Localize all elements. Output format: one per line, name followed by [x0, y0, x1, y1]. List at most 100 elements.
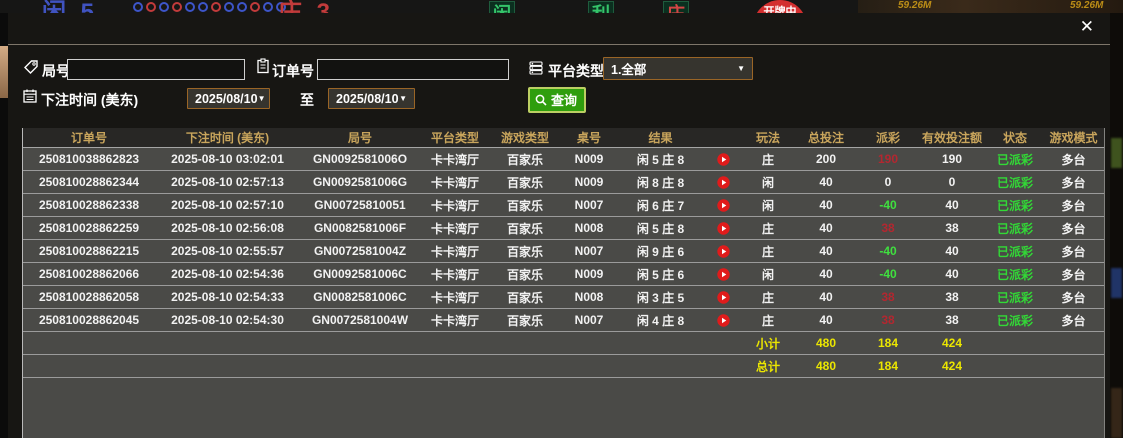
chevron-down-icon: ▼: [399, 94, 407, 103]
cell-payout: 38: [859, 308, 917, 332]
cell-replay: [703, 285, 743, 309]
cell-table-number: N007: [560, 308, 618, 332]
cell-bet-type: 庄: [743, 216, 793, 240]
cell-bet-type: 庄: [743, 147, 793, 171]
order-number-label: 订单号: [272, 63, 314, 79]
date-to-value: 2025/08/10: [336, 91, 399, 106]
col-order: 订单号: [23, 128, 155, 148]
play-icon[interactable]: [716, 199, 730, 212]
play-icon[interactable]: [716, 222, 730, 235]
play-icon[interactable]: [716, 153, 730, 166]
subtotal-row: 小计 480 184 424: [23, 331, 1104, 355]
chevron-down-icon: ▼: [257, 94, 266, 103]
cell-game-mode: 多台: [1043, 216, 1104, 240]
play-icon[interactable]: [716, 176, 730, 189]
cell-table-number: N007: [560, 239, 618, 263]
col-bet-type: 玩法: [743, 128, 793, 148]
background-blob: [1111, 268, 1122, 298]
background-right-sliver: [1110, 13, 1123, 438]
cell-game-mode: 多台: [1043, 285, 1104, 309]
cell-payout: 0: [859, 170, 917, 194]
col-round: 局号: [300, 128, 420, 148]
cell-payout: 190: [859, 147, 917, 171]
cell-valid-bet: 190: [917, 147, 987, 171]
cell-total-bet: 40: [793, 308, 859, 332]
cell-order-number: 250810038862823: [23, 147, 155, 171]
cell-payout: -40: [859, 239, 917, 263]
platform-type-select[interactable]: 1.全部 ▼: [603, 57, 753, 80]
cell-bet-type: 闲: [743, 193, 793, 217]
cell-replay: [703, 147, 743, 171]
cell-replay: [703, 170, 743, 194]
close-icon[interactable]: ✕: [1079, 17, 1094, 36]
cell-order-number: 250810028862058: [23, 285, 155, 309]
cell-bet-time: 2025-08-10 03:02:01: [155, 147, 300, 171]
cell-total-bet: 40: [793, 170, 859, 194]
date-from-value: 2025/08/10: [195, 91, 258, 106]
cell-total-bet: 40: [793, 262, 859, 286]
play-icon[interactable]: [716, 314, 730, 327]
background-blob: [1111, 388, 1122, 438]
cell-round-number: GN0082581006F: [300, 216, 420, 240]
col-game-type: 游戏类型: [490, 128, 560, 148]
search-button-label: 查询: [551, 93, 578, 108]
total-label: 总计: [743, 354, 793, 378]
play-icon[interactable]: [716, 291, 730, 304]
cell-result: 闲 6 庄 7: [618, 193, 703, 217]
cell-order-number: 250810028862259: [23, 216, 155, 240]
cell-table-number: N009: [560, 147, 618, 171]
jackpot-amount: 59.26M: [1070, 0, 1104, 11]
col-valid-bet: 有效投注额: [917, 128, 987, 148]
cell-round-number: GN0092581006O: [300, 147, 420, 171]
cell-bet-time: 2025-08-10 02:54:36: [155, 262, 300, 286]
col-platform: 平台类型: [420, 128, 490, 148]
round-number-input[interactable]: [67, 59, 245, 80]
chevron-down-icon: ▼: [737, 64, 745, 73]
cell-table-number: N009: [560, 170, 618, 194]
cell-game-mode: 多台: [1043, 170, 1104, 194]
cell-valid-bet: 40: [917, 262, 987, 286]
cell-game-type: 百家乐: [490, 193, 560, 217]
order-number-input[interactable]: [317, 59, 509, 80]
table-row: 250810028862338 2025-08-10 02:57:10 GN00…: [23, 193, 1104, 217]
records-body: 250810038862823 2025-08-10 03:02:01 GN00…: [23, 147, 1104, 332]
cell-game-type: 百家乐: [490, 239, 560, 263]
dealer-video-strip: 59.26M 59.26M: [858, 0, 1123, 13]
cell-platform: 卡卡湾厅: [420, 239, 490, 263]
cell-bet-time: 2025-08-10 02:55:57: [155, 239, 300, 263]
cell-platform: 卡卡湾厅: [420, 170, 490, 194]
table-row: 250810028862066 2025-08-10 02:54:36 GN00…: [23, 262, 1104, 286]
round-number-label: 局号: [42, 63, 70, 79]
background-game-strip: 闲 5 庄 3 闲 利 庄 开牌中 59.26M 59.26M: [0, 0, 1123, 13]
clipboard-icon: [257, 58, 269, 74]
background-left-sliver: [0, 13, 8, 438]
cell-order-number: 250810028862344: [23, 170, 155, 194]
background-blob: [1111, 138, 1122, 168]
cell-round-number: GN0092581006G: [300, 170, 420, 194]
cell-valid-bet: 38: [917, 285, 987, 309]
cell-payout: -40: [859, 193, 917, 217]
cell-platform: 卡卡湾厅: [420, 285, 490, 309]
cell-game-type: 百家乐: [490, 285, 560, 309]
date-to-select[interactable]: 2025/08/10 ▼: [328, 88, 415, 109]
cell-round-number: GN0072581004W: [300, 308, 420, 332]
col-replay: [703, 128, 743, 148]
cell-round-number: GN0072581004Z: [300, 239, 420, 263]
records-table: 订单号 下注时间 (美东) 局号 平台类型 游戏类型 桌号 结果 玩法 总投注 …: [22, 128, 1105, 438]
table-row: 250810028862259 2025-08-10 02:56:08 GN00…: [23, 216, 1104, 240]
cell-valid-bet: 38: [917, 308, 987, 332]
total-row: 总计 480 184 424: [23, 354, 1104, 378]
date-from-select[interactable]: 2025/08/10 ▼: [187, 88, 270, 109]
cell-valid-bet: 38: [917, 216, 987, 240]
roadmap-dots: [133, 2, 286, 12]
play-icon[interactable]: [716, 245, 730, 258]
bet-time-label: 下注时间 (美东): [41, 92, 139, 108]
total-valid: 424: [917, 354, 987, 378]
search-button[interactable]: 查询: [528, 87, 587, 113]
table-header-row: 订单号 下注时间 (美东) 局号 平台类型 游戏类型 桌号 结果 玩法 总投注 …: [23, 128, 1104, 148]
play-icon[interactable]: [716, 268, 730, 281]
background-banker-score: 庄 3: [278, 1, 334, 14]
cell-platform: 卡卡湾厅: [420, 262, 490, 286]
cell-total-bet: 40: [793, 216, 859, 240]
cell-result: 闲 4 庄 8: [618, 308, 703, 332]
